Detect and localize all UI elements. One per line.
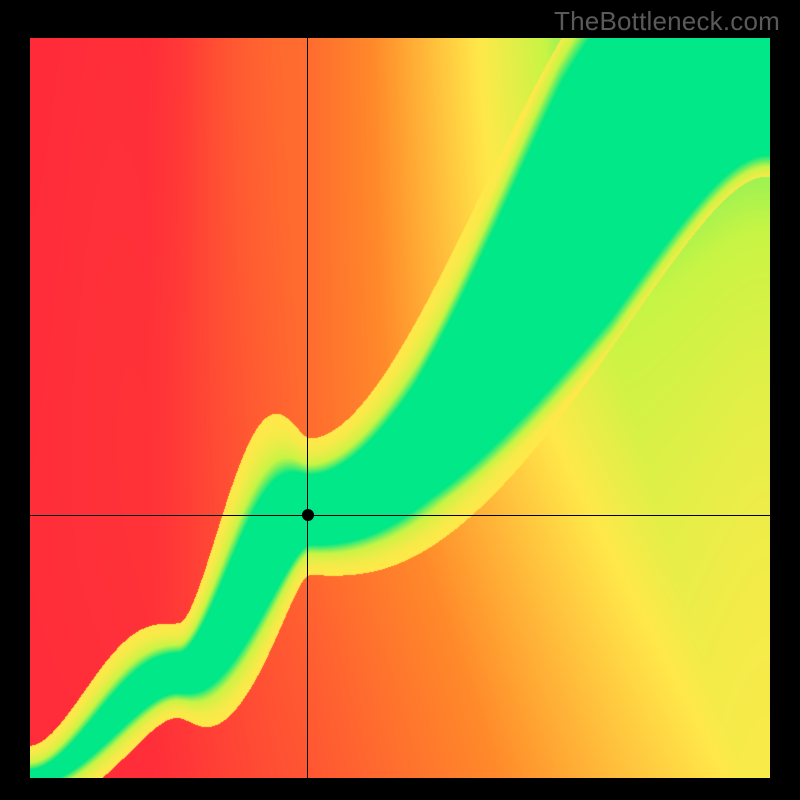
watermark-text: TheBottleneck.com (554, 6, 780, 37)
crosshair-vertical (307, 38, 308, 778)
chart-frame: { "watermark": { "text": "TheBottleneck.… (0, 0, 800, 800)
crosshair-horizontal (30, 515, 770, 516)
heatmap-canvas (30, 38, 770, 778)
heatmap-plot (30, 38, 770, 778)
marker-dot (302, 509, 314, 521)
